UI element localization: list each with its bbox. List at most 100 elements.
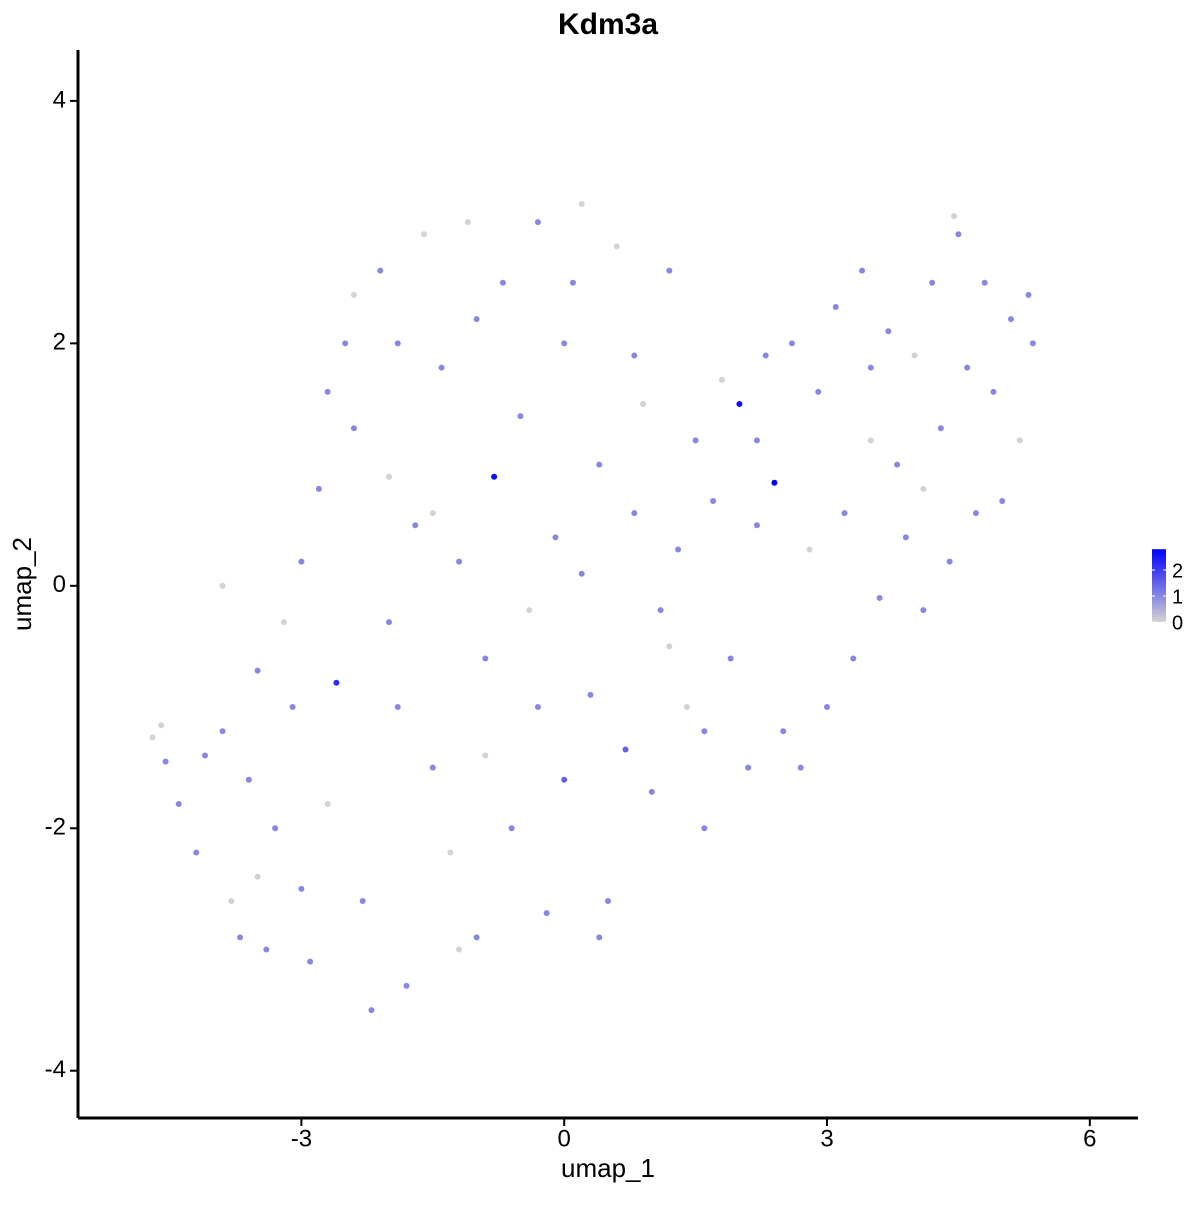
point — [263, 946, 270, 953]
point — [972, 510, 979, 517]
point — [1007, 316, 1014, 323]
point — [219, 728, 226, 735]
x-tick-label: 6 — [1083, 1125, 1096, 1152]
point — [377, 267, 384, 274]
point — [596, 461, 603, 468]
point — [429, 764, 436, 771]
point — [307, 958, 314, 965]
point — [736, 400, 743, 407]
point — [508, 825, 515, 832]
point — [727, 655, 734, 662]
point — [438, 364, 445, 371]
point — [657, 607, 664, 614]
point — [534, 219, 541, 226]
colorbar-label: 1 — [1172, 586, 1183, 608]
point — [385, 619, 392, 626]
point — [324, 388, 331, 395]
point — [403, 982, 410, 989]
colorbar — [1152, 549, 1166, 622]
point — [578, 570, 585, 577]
point — [543, 910, 550, 917]
point — [587, 691, 594, 698]
point — [385, 473, 392, 480]
point — [219, 582, 226, 589]
point — [946, 558, 953, 565]
point — [613, 243, 620, 250]
point — [158, 722, 165, 729]
x-axis-label: umap_1 — [561, 1153, 655, 1183]
point — [788, 340, 795, 347]
point — [894, 461, 901, 468]
point — [806, 546, 813, 553]
y-tick-label: 4 — [53, 86, 66, 113]
point — [324, 801, 331, 808]
point — [762, 352, 769, 359]
point — [797, 764, 804, 771]
point — [1016, 437, 1023, 444]
point — [710, 497, 717, 504]
point — [675, 546, 682, 553]
point — [578, 200, 585, 207]
point — [482, 752, 489, 759]
point — [745, 764, 752, 771]
point — [517, 413, 524, 420]
point — [902, 534, 909, 541]
point — [780, 728, 787, 735]
point — [701, 728, 708, 735]
point — [561, 340, 568, 347]
point — [964, 364, 971, 371]
point — [718, 376, 725, 383]
point — [482, 655, 489, 662]
y-axis-label: umap_2 — [7, 537, 37, 631]
point — [815, 388, 822, 395]
point — [753, 522, 760, 529]
point — [701, 825, 708, 832]
point — [342, 340, 349, 347]
point — [1029, 340, 1036, 347]
point — [683, 704, 690, 711]
point — [561, 776, 568, 783]
point — [228, 898, 235, 905]
point — [333, 679, 340, 686]
point — [315, 485, 322, 492]
point — [447, 849, 454, 856]
point — [955, 231, 962, 238]
point — [473, 934, 480, 941]
colorbar-label: 0 — [1172, 612, 1183, 634]
point — [456, 946, 463, 953]
point — [162, 758, 169, 765]
point — [631, 352, 638, 359]
point — [951, 213, 958, 220]
point — [526, 607, 533, 614]
point — [929, 279, 936, 286]
point — [596, 934, 603, 941]
point — [666, 267, 673, 274]
point — [981, 279, 988, 286]
point — [359, 898, 366, 905]
point — [280, 619, 287, 626]
y-tick-label: 0 — [53, 571, 66, 598]
point — [911, 352, 918, 359]
point — [429, 510, 436, 517]
point — [350, 425, 357, 432]
point — [456, 558, 463, 565]
point — [648, 788, 655, 795]
point — [499, 279, 506, 286]
point — [193, 849, 200, 856]
point — [298, 885, 305, 892]
point — [464, 219, 471, 226]
point — [841, 510, 848, 517]
point — [534, 704, 541, 711]
point — [832, 303, 839, 310]
x-tick-label: 3 — [820, 1125, 833, 1152]
point — [245, 776, 252, 783]
point — [394, 340, 401, 347]
point — [298, 558, 305, 565]
point — [631, 510, 638, 517]
chart-title: Kdm3a — [558, 8, 658, 41]
point — [552, 534, 559, 541]
point — [771, 479, 778, 486]
point — [867, 364, 874, 371]
point — [605, 898, 611, 905]
